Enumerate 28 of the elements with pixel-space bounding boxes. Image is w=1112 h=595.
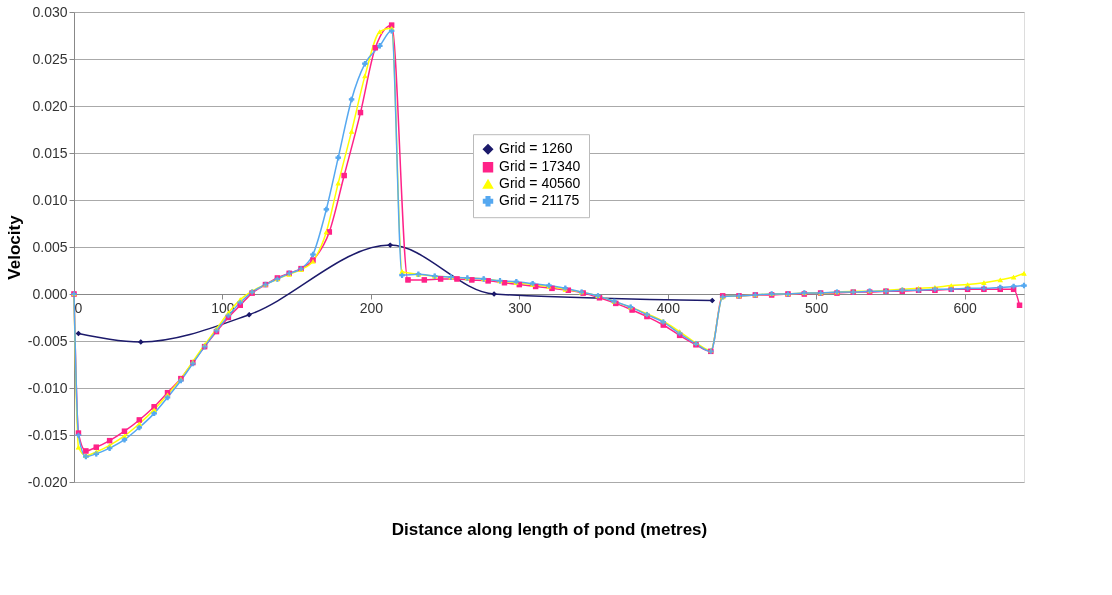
y-tick-label: 0.010 bbox=[32, 191, 68, 208]
legend-label: Grid = 21175 bbox=[499, 192, 580, 209]
y-tick-label: 0.020 bbox=[32, 97, 68, 114]
point bbox=[138, 339, 144, 345]
y-axis-title: Velocity bbox=[4, 214, 24, 280]
legend-label: Grid = 1260 bbox=[499, 140, 573, 157]
y-tick-label: -0.010 bbox=[27, 379, 68, 396]
point bbox=[246, 311, 252, 318]
y-tick-label: 0.030 bbox=[32, 3, 68, 20]
x-tick-label: 500 bbox=[805, 299, 829, 316]
x-axis-title: Distance along length of pond (metres) bbox=[391, 519, 708, 539]
y-tick-label: 0.025 bbox=[32, 50, 68, 67]
point bbox=[387, 242, 393, 248]
y-tick-label: -0.005 bbox=[27, 332, 68, 349]
legend-label: Grid = 17340 bbox=[499, 158, 581, 175]
x-tick-label: 300 bbox=[508, 299, 532, 316]
x-tick-label: 100 bbox=[211, 299, 235, 316]
y-tick-label: 0.005 bbox=[32, 238, 68, 255]
legend-label: Grid = 40560 bbox=[499, 175, 581, 192]
x-tick-label: 600 bbox=[953, 299, 978, 316]
y-tick-label: 0.000 bbox=[32, 285, 68, 302]
y-tick-label: -0.020 bbox=[27, 473, 68, 490]
point bbox=[709, 297, 716, 304]
y-tick-label: -0.015 bbox=[27, 426, 68, 443]
y-tick-label: 0.015 bbox=[32, 144, 68, 161]
x-tick-label: 400 bbox=[656, 299, 681, 316]
x-tick-label: 200 bbox=[359, 299, 384, 316]
x-tick-label: 0 bbox=[74, 299, 83, 316]
